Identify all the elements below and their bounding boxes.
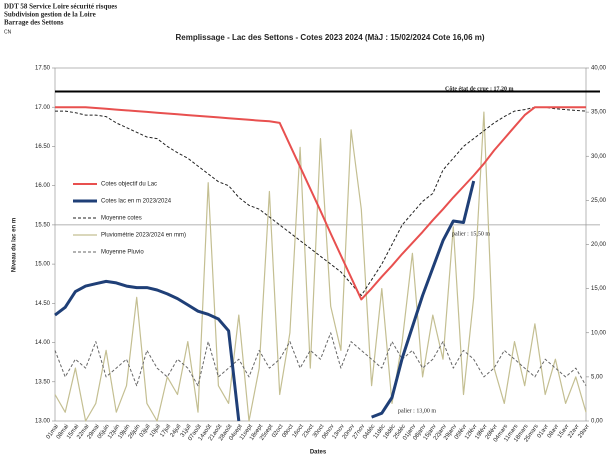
series-line — [55, 106, 587, 296]
legend-label: Moyenne Pluvio — [101, 250, 144, 256]
y-axis-label: Niveau du lac en m — [12, 218, 18, 272]
header-code: CN — [4, 29, 12, 35]
y2-tick-label: 40,00 — [591, 66, 607, 72]
series-line — [54, 332, 587, 387]
y-tick-label: 15.00 — [35, 262, 51, 268]
y-tick-label: 16.00 — [35, 183, 51, 189]
y2-tick-label: 20,00 — [591, 242, 607, 248]
y2-tick-label: 0,00 — [591, 419, 603, 425]
header-line: Barrage des Settons — [4, 19, 64, 27]
y2-tick-label: 15,00 — [591, 286, 607, 292]
chart-title: Remplissage - Lac des Settons - Cotes 20… — [175, 33, 484, 42]
y-tick-label: 14.50 — [35, 301, 51, 307]
y-tick-label: 17.00 — [35, 105, 51, 111]
y-tick-label: 13.00 — [35, 419, 51, 425]
y-tick-label: 15.50 — [35, 222, 51, 228]
x-tick-label: 29avr — [577, 424, 591, 440]
legend-label: Pluviométrie 2023/2024 en mm) — [101, 233, 186, 239]
y2-tick-label: 5,00 — [591, 374, 603, 380]
x-axis-label: Dates — [310, 450, 327, 456]
y-tick-label: 16.50 — [35, 144, 51, 150]
y-tick-label: 13.50 — [35, 379, 51, 385]
legend-label: Cotes objectif du Lac — [101, 182, 157, 188]
legend-label: Moyenne cotes — [101, 216, 142, 222]
y2-tick-label: 30,00 — [591, 154, 607, 160]
y2-tick-label: 25,00 — [591, 198, 607, 204]
legend-label: Cotes lac en m 2023/2024 — [101, 199, 172, 205]
y2-tick-label: 10,00 — [591, 330, 607, 336]
y-tick-label: 17.50 — [35, 66, 51, 72]
plot-frame — [54, 67, 587, 422]
annotation: palier : 15,50 m — [452, 231, 490, 237]
annotation: palier : 13,00 m — [398, 408, 436, 414]
header-line: Subdivision gestion de la Loire — [4, 11, 96, 19]
y-tick-label: 14.00 — [35, 340, 51, 346]
series-line — [54, 111, 587, 422]
annotation: Côte état de crue : 17,20 m — [445, 86, 513, 92]
y2-tick-label: 35,00 — [591, 110, 607, 116]
series-line — [54, 180, 476, 422]
header-line: DDT 58 Service Loire sécurité risques — [4, 3, 117, 11]
series-line — [55, 106, 586, 301]
